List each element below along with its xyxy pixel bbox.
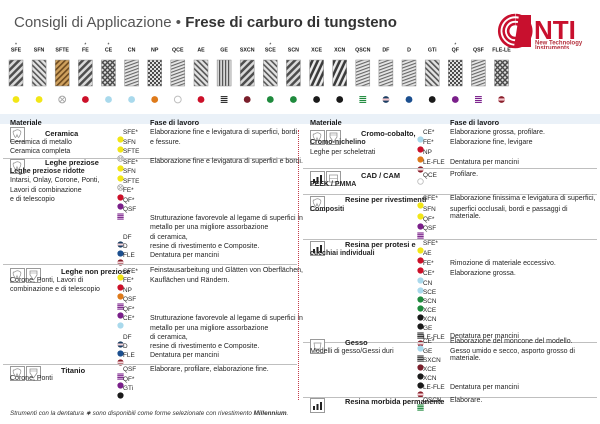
svg-text:QCE: QCE: [172, 48, 184, 54]
svg-text:SCN: SCN: [288, 48, 299, 54]
svg-text:SXCN: SXCN: [240, 48, 255, 54]
svg-text:CN: CN: [128, 48, 136, 54]
svg-text:SCE: SCE: [265, 48, 276, 54]
svg-text:QF: QF: [452, 48, 460, 54]
svg-text:XCE: XCE: [311, 48, 322, 54]
svg-text:CE: CE: [105, 48, 113, 54]
svg-text:AE: AE: [197, 48, 205, 54]
svg-text:Instruments: Instruments: [535, 46, 570, 50]
svg-text:GE: GE: [220, 48, 228, 54]
svg-text:*: *: [269, 43, 271, 49]
svg-text:SFE: SFE: [11, 48, 22, 54]
svg-text:D: D: [407, 48, 411, 54]
svg-text:GTi: GTi: [428, 48, 437, 54]
svg-text:SFTE: SFTE: [55, 48, 69, 54]
svg-text:DF: DF: [382, 48, 390, 54]
svg-text:*: *: [454, 43, 456, 49]
svg-text:FE: FE: [82, 48, 89, 54]
svg-text:*: *: [84, 43, 86, 49]
svg-text:NP: NP: [151, 48, 159, 54]
svg-text:QSF: QSF: [473, 48, 485, 54]
svg-text:QSCN: QSCN: [355, 48, 370, 54]
svg-text:*: *: [108, 43, 110, 49]
svg-text:SFN: SFN: [34, 48, 45, 54]
svg-text:XCN: XCN: [334, 48, 345, 54]
svg-text:*: *: [15, 43, 17, 49]
